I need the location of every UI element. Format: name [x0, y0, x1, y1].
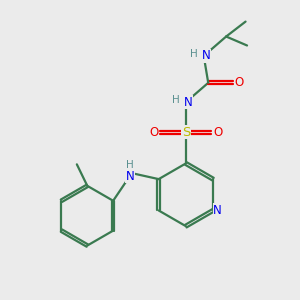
Text: H: H — [172, 95, 180, 105]
Text: H: H — [190, 49, 198, 58]
Text: N: N — [213, 204, 222, 217]
Text: O: O — [213, 126, 222, 139]
Text: N: N — [126, 169, 135, 183]
Text: N: N — [202, 50, 211, 62]
Text: O: O — [235, 76, 244, 89]
Text: N: N — [184, 96, 193, 109]
Text: S: S — [182, 126, 190, 139]
Text: H: H — [126, 160, 134, 170]
Text: O: O — [149, 126, 158, 139]
